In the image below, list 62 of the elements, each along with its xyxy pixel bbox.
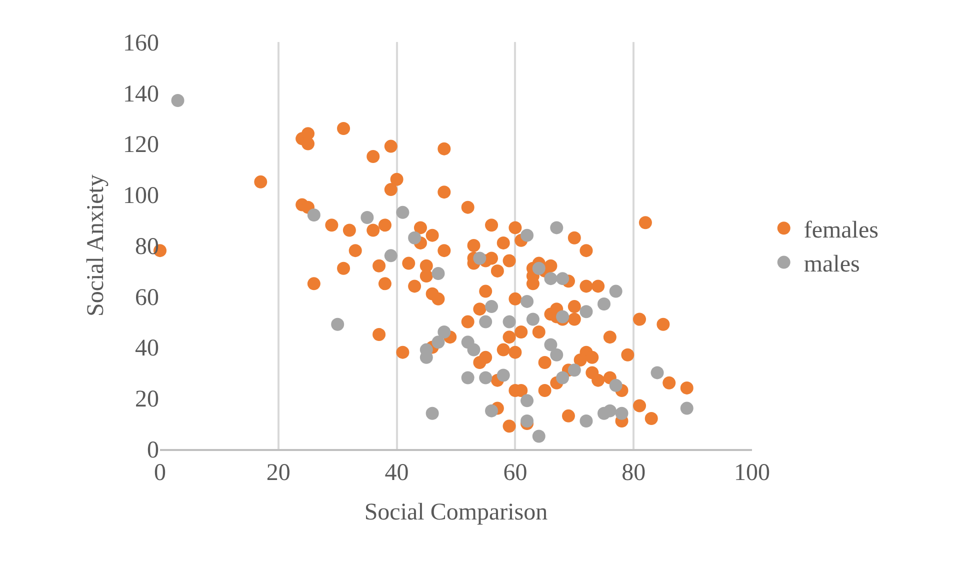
point (520, 294, 534, 308)
point (609, 284, 622, 298)
x-tick-label: 20 (266, 460, 290, 486)
point (432, 336, 445, 349)
x-tick-label: 60 (503, 460, 528, 486)
x-tick-label: 100 (734, 460, 770, 486)
point (532, 262, 546, 275)
point (544, 272, 558, 286)
point (609, 378, 622, 392)
point (526, 312, 540, 326)
y-axis-title: Social Anxiety (83, 174, 110, 316)
x-tick-label: 40 (384, 460, 409, 486)
y-tick-label: 140 (123, 81, 159, 108)
point (496, 368, 510, 382)
point (331, 318, 344, 331)
point (615, 406, 628, 420)
point (520, 394, 534, 408)
point (580, 305, 593, 318)
point (307, 208, 320, 222)
point (473, 252, 486, 265)
point (603, 404, 616, 418)
point (408, 231, 422, 244)
point (520, 414, 534, 428)
point (544, 338, 558, 352)
y-tick-label: 100 (123, 183, 159, 210)
point (485, 404, 498, 418)
legend-label: females (804, 217, 878, 244)
point (580, 414, 593, 428)
legend-label: males (804, 252, 860, 278)
point (550, 348, 564, 362)
y-tick-label: 60 (135, 284, 159, 311)
point (396, 206, 410, 219)
point (598, 298, 610, 311)
point (680, 402, 694, 415)
y-tick-label: 0 (147, 437, 159, 464)
point (556, 371, 570, 384)
y-tick-label: 20 (135, 386, 159, 413)
point (432, 266, 445, 280)
point (438, 325, 451, 338)
point (550, 221, 564, 234)
point (556, 310, 570, 324)
point (520, 228, 534, 242)
point (171, 94, 184, 108)
point (556, 272, 570, 286)
point (568, 364, 581, 377)
point (384, 249, 398, 262)
y-tick-label: 40 (135, 336, 159, 362)
y-tick-label: 160 (123, 30, 159, 56)
x-tick-label: 80 (622, 460, 646, 486)
point (650, 366, 664, 380)
x-axis-title: Social Comparison (364, 500, 548, 526)
point (532, 430, 546, 443)
point (479, 371, 492, 384)
point (461, 371, 474, 384)
point (485, 300, 498, 314)
point (479, 315, 492, 328)
y-tick-label: 120 (123, 132, 159, 158)
point (360, 211, 374, 224)
point (467, 343, 480, 356)
y-tick-label: 80 (135, 234, 159, 260)
point (426, 406, 439, 420)
point (502, 315, 516, 328)
